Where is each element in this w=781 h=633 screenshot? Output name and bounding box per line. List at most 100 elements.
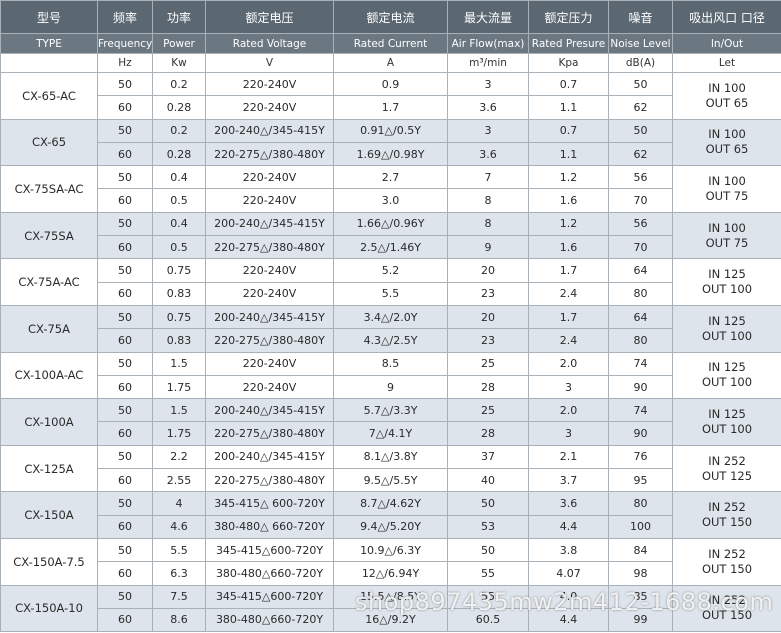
inout-line: OUT 150	[701, 608, 753, 623]
data-cell: 3	[528, 374, 609, 400]
data-cell: 50	[97, 351, 153, 376]
data-cell: 76	[608, 444, 673, 470]
data-cell: 0.4	[152, 165, 206, 190]
model-cell: CX-150A-10	[0, 584, 98, 633]
data-cell: 8.7△/4.62Y	[333, 491, 448, 516]
data-cell: 2.0	[528, 398, 609, 423]
units-cell: Kpa	[528, 53, 609, 73]
inout-line: OUT 100	[701, 328, 753, 343]
inout-cell: IN 252 OUT 125	[672, 444, 781, 493]
data-cell: 220-240V	[205, 71, 334, 97]
data-cell: 2.5△/1.46Y	[333, 235, 448, 260]
data-cell: 4	[152, 491, 206, 516]
units-cell: m³/min	[447, 53, 529, 73]
data-cell: 1.7	[333, 95, 448, 120]
inout-line: IN 252	[708, 453, 746, 468]
inout-line: OUT 100	[701, 282, 753, 297]
data-cell: 56	[608, 211, 673, 237]
data-cell: 50	[447, 491, 529, 516]
data-row: CX-150A-7.5 50 5.5 345-415△600-720Y 10.9△/6.…	[0, 537, 781, 586]
data-cell: 99	[608, 607, 673, 633]
header-cell: Power	[152, 33, 206, 54]
inout-line: OUT 100	[701, 375, 753, 390]
data-cell: 2.55	[152, 468, 206, 493]
data-cell: 3	[447, 118, 529, 143]
header-cell: 额定压力	[528, 0, 609, 34]
data-cell: 380-480△660-720Y	[205, 561, 334, 586]
data-cell: 1.7	[528, 258, 609, 283]
data-cell: 200-240△/345-415Y	[205, 304, 334, 330]
header-row-cn: 型号 频率 功率 额定电压 额定电流 最大流量 额定压力 噪音 吸出风口 口径	[0, 0, 781, 34]
data-cell: 60	[97, 514, 153, 539]
data-cell: 0.7	[528, 71, 609, 97]
inout-line: IN 252	[708, 546, 746, 561]
data-cell: 200-240△/345-415Y	[205, 444, 334, 470]
inout-line: OUT 150	[701, 515, 753, 530]
data-cell: 3.0	[333, 188, 448, 213]
data-cell: 74	[608, 398, 673, 423]
inout-cell: IN 252 OUT 150	[672, 584, 781, 633]
data-cell: 60	[97, 235, 153, 260]
data-row: 60 2.55 220-275△/380-480Y 9.5△/5.5Y 40 3.7 95	[1, 468, 781, 493]
model-cell: CX-100A	[0, 398, 98, 446]
model-cell: CX-125A	[0, 444, 98, 493]
data-row: CX-75A 50 0.75 200-240△/345-415Y 3.4△/2.0Y 20…	[0, 304, 781, 353]
header-cell: In/Out	[672, 33, 781, 54]
data-cell: 15.5△/8.5Y	[333, 584, 448, 609]
data-cell: 220-240V	[205, 95, 334, 120]
data-cell: 2.2	[152, 444, 206, 470]
data-cell: 220-275△/380-480Y	[205, 141, 334, 167]
data-cell: 4.0	[528, 584, 609, 609]
data-cell: 1.75	[152, 421, 206, 446]
data-row: 60 0.83 220-240V 5.5 23 2.4 80	[1, 281, 781, 306]
data-cell: 50	[97, 584, 153, 609]
inout-cell: IN 100 OUT 75	[672, 211, 781, 260]
data-cell: 60	[97, 141, 153, 167]
units-cell: dB(A)	[608, 53, 673, 73]
data-cell: 50	[97, 398, 153, 423]
data-cell: 28	[447, 421, 529, 446]
data-cell: 1.2	[528, 165, 609, 190]
data-cell: 1.1	[528, 95, 609, 120]
data-cell: 380-480△660-720Y	[205, 607, 334, 633]
data-row: CX-65-AC 50 0.2 220-240V 0.9 3 0.7 50 IN 100 OUT …	[0, 71, 781, 120]
units-cell: A	[333, 53, 448, 73]
data-cell: 1.1	[528, 141, 609, 167]
inout-line: IN 100	[708, 173, 746, 188]
model-cell: CX-150A-7.5	[0, 537, 98, 586]
data-cell: 220-240V	[205, 188, 334, 213]
data-cell: 50	[97, 491, 153, 516]
data-cell: 55	[447, 584, 529, 609]
inout-cell: IN 125 OUT 100	[672, 351, 781, 400]
data-cell: 28	[447, 374, 529, 400]
data-cell: 0.4	[152, 211, 206, 237]
data-cell: 50	[608, 118, 673, 143]
data-row: CX-100A 50 1.5 200-240△/345-415Y 5.7△/3.3Y 25…	[0, 398, 781, 446]
data-cell: 8	[447, 211, 529, 237]
data-row: CX-150A 50 4 345-415△ 600-720Y 8.7△/4.62Y 50 3…	[0, 491, 781, 539]
data-cell: 220-240V	[205, 165, 334, 190]
header-cell: 最大流量	[447, 0, 529, 34]
data-cell: 3.6	[528, 491, 609, 516]
data-cell: 20	[447, 304, 529, 330]
inout-line: IN 252	[708, 593, 746, 608]
data-row: CX-75A-AC 50 0.75 220-240V 5.2 20 1.7 64 IN 125 O…	[0, 258, 781, 306]
header-cell: Noise Level	[608, 33, 673, 54]
inout-cell: IN 100 OUT 75	[672, 165, 781, 213]
data-cell: 6.3	[152, 561, 206, 586]
data-cell: 3	[447, 71, 529, 97]
data-cell: 90	[608, 374, 673, 400]
data-cell: 220-275△/380-480Y	[205, 235, 334, 260]
header-cell: 噪音	[608, 0, 673, 34]
inout-cell: IN 100 OUT 65	[672, 118, 781, 167]
data-cell: 220-275△/380-480Y	[205, 468, 334, 493]
data-cell: 5.2	[333, 258, 448, 283]
inout-line: IN 100	[708, 80, 746, 95]
inout-line: OUT 125	[701, 468, 753, 483]
data-cell: 85	[608, 584, 673, 609]
data-cell: 4.3△/2.5Y	[333, 328, 448, 353]
data-cell: 220-240V	[205, 258, 334, 283]
